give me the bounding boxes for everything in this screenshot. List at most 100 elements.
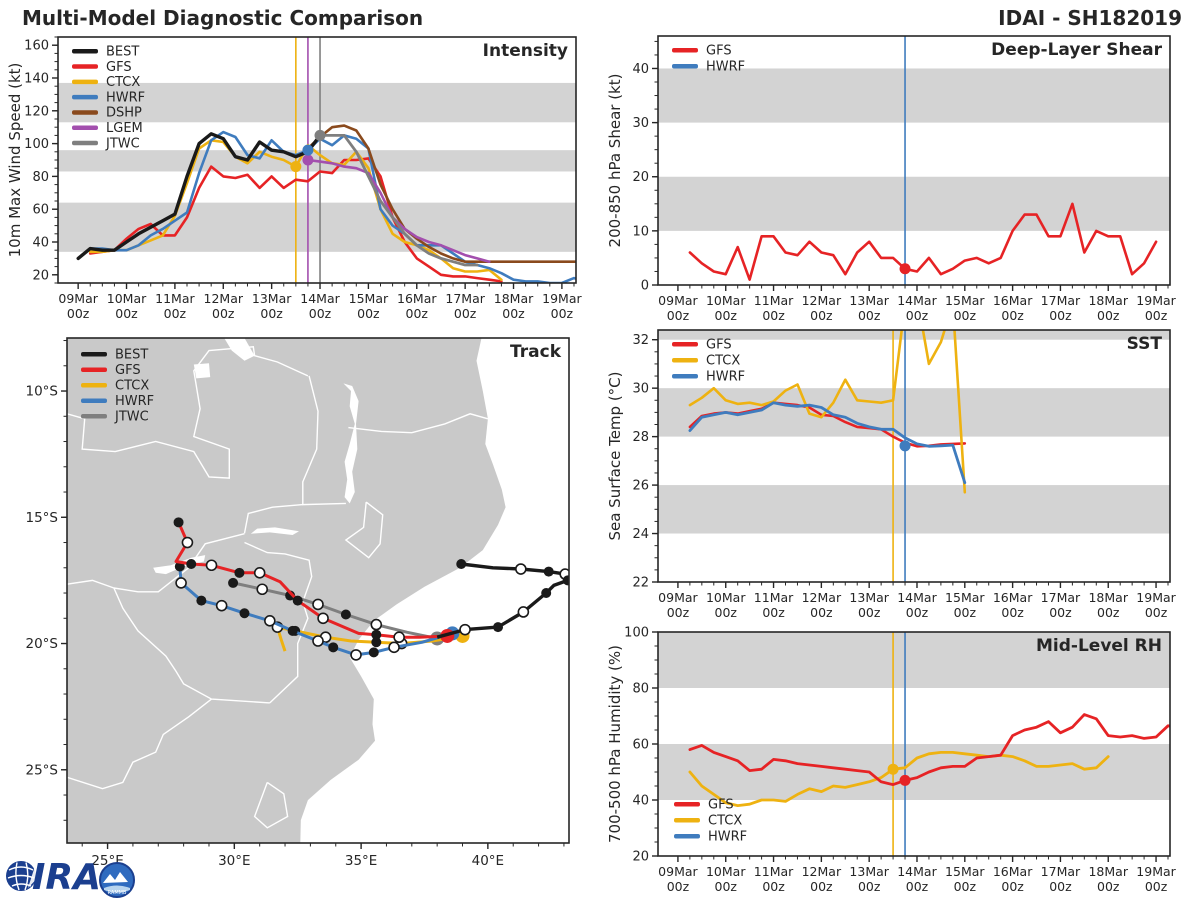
lake <box>193 363 211 379</box>
legend-label: CTCX <box>706 354 740 369</box>
x-tick-sublabel: 00z <box>1145 308 1168 323</box>
legend-label: DSHP <box>106 106 142 121</box>
threat-band <box>658 68 1170 123</box>
track-fix-12z <box>350 649 362 661</box>
lake <box>250 527 299 535</box>
y-tick-label: 22 <box>632 576 649 591</box>
x-tick-label: 15Mar <box>945 293 985 308</box>
x-tick-label: 14Mar <box>897 864 937 879</box>
x-tick-sublabel: 00z <box>212 306 235 321</box>
x-tick-sublabel: 00z <box>551 306 574 321</box>
init-marker <box>314 129 326 141</box>
y-tick-label: 32 <box>632 333 649 348</box>
x-tick-label: 13Mar <box>849 864 889 879</box>
x-tick-sublabel: 00z <box>906 308 929 323</box>
y-tick-label: 40 <box>32 236 49 251</box>
country-border <box>113 533 245 593</box>
x-tick-label: 17Mar <box>1041 864 1081 879</box>
legend-swatch-ctcx <box>72 79 98 85</box>
init-marker <box>899 263 911 275</box>
x-tick-sublabel: 00z <box>954 605 977 620</box>
x-tick-label: 17Mar <box>1041 293 1081 308</box>
track-fix-00z <box>562 575 569 586</box>
track-fix-00z <box>173 517 184 528</box>
track-fix-12z <box>370 618 383 631</box>
track-fix-12z <box>317 612 329 625</box>
intensity-panel: 09Mar00z10Mar00z11Mar00z12Mar00z13Mar00z… <box>6 36 582 321</box>
lat-tick-label: 15°S <box>26 510 59 526</box>
legend-label: LGEM <box>106 121 143 136</box>
x-tick-sublabel: 00z <box>1001 879 1024 894</box>
track-fix-12z <box>517 606 530 618</box>
track-fix-12z <box>205 559 218 572</box>
x-tick-label: 14Mar <box>300 291 340 306</box>
track-panel: 25°E 30°E 35°E 40°E10°S15°S20°S25°SBESTGFSC… <box>26 337 570 869</box>
x-tick-sublabel: 00z <box>954 879 977 894</box>
x-tick-sublabel: 00z <box>667 605 690 620</box>
x-tick-label: 10Mar <box>706 293 746 308</box>
track-gfs <box>174 521 448 639</box>
y-tick-label: 120 <box>24 104 49 119</box>
legend-label: HWRF <box>115 394 154 409</box>
lon-tick-label: 30°E <box>218 853 250 869</box>
legend-label: CTCX <box>115 379 149 394</box>
svg-text:RAMMB: RAMMB <box>108 890 127 896</box>
lat-tick-label: 10°S <box>26 384 59 400</box>
x-tick-label: 14Mar <box>897 293 937 308</box>
x-tick-label: 12Mar <box>802 864 842 879</box>
intensity-series-hwrf <box>88 130 576 283</box>
x-tick-sublabel: 00z <box>502 306 525 321</box>
track-fix-00z <box>292 595 303 606</box>
country-border <box>67 579 115 589</box>
x-tick-label: 10Mar <box>107 291 147 306</box>
lon-tick-label: 40°E <box>472 853 504 869</box>
x-tick-sublabel: 00z <box>1001 308 1024 323</box>
legend-swatch-best <box>81 352 107 357</box>
y-tick-label: 140 <box>24 72 49 87</box>
legend-swatch-jtwc <box>72 140 98 146</box>
legend-swatch-best <box>72 49 98 54</box>
lon-tick-label: 35°E <box>345 853 377 869</box>
x-tick-sublabel: 00z <box>1049 308 1072 323</box>
x-tick-sublabel: 00z <box>906 605 929 620</box>
x-tick-sublabel: 00z <box>357 306 380 321</box>
track-fix-00z <box>328 642 339 653</box>
track-fix-00z <box>456 558 467 569</box>
threat-band <box>658 485 1170 534</box>
x-tick-sublabel: 00z <box>810 879 833 894</box>
x-tick-label: 15Mar <box>945 590 985 605</box>
x-tick-sublabel: 00z <box>858 879 881 894</box>
country-border <box>244 541 313 704</box>
x-tick-label: 10Mar <box>706 590 746 605</box>
track-fix-12z <box>459 623 471 636</box>
shear-series-gfs <box>688 202 1158 281</box>
legend-label: HWRF <box>106 90 145 105</box>
track-fix-12z <box>215 599 228 612</box>
track-fix-12z <box>256 583 269 596</box>
y-tick-label: 20 <box>632 850 649 865</box>
threat-band <box>58 202 576 252</box>
x-tick-label: 11Mar <box>754 590 794 605</box>
x-tick-label: 13Mar <box>849 293 889 308</box>
country-border <box>113 587 270 704</box>
x-tick-sublabel: 00z <box>762 879 785 894</box>
x-tick-sublabel: 00z <box>810 605 833 620</box>
country-border <box>243 503 303 534</box>
x-tick-label: 18Mar <box>1088 864 1128 879</box>
x-tick-sublabel: 00z <box>954 308 977 323</box>
x-tick-sublabel: 00z <box>309 306 332 321</box>
x-tick-label: 19Mar <box>542 291 582 306</box>
rh-panel: 09Mar00z10Mar00z11Mar00z12Mar00z13Mar00z… <box>606 626 1177 895</box>
y-axis-label: 700-500 hPa Humidity (%) <box>606 645 624 843</box>
track-fix-00z <box>543 566 554 577</box>
x-tick-sublabel: 00z <box>906 879 929 894</box>
y-axis-label: 10m Max Wind Speed (kt) <box>6 63 24 258</box>
track-fix-00z <box>228 577 239 588</box>
legend-swatch-ctcx <box>81 383 107 388</box>
x-tick-label: 13Mar <box>252 291 292 306</box>
track-fix-00z <box>287 625 298 636</box>
x-tick-sublabel: 00z <box>858 308 881 323</box>
track-fix-00z <box>239 608 250 619</box>
legend-swatch-ctcx <box>672 358 698 363</box>
